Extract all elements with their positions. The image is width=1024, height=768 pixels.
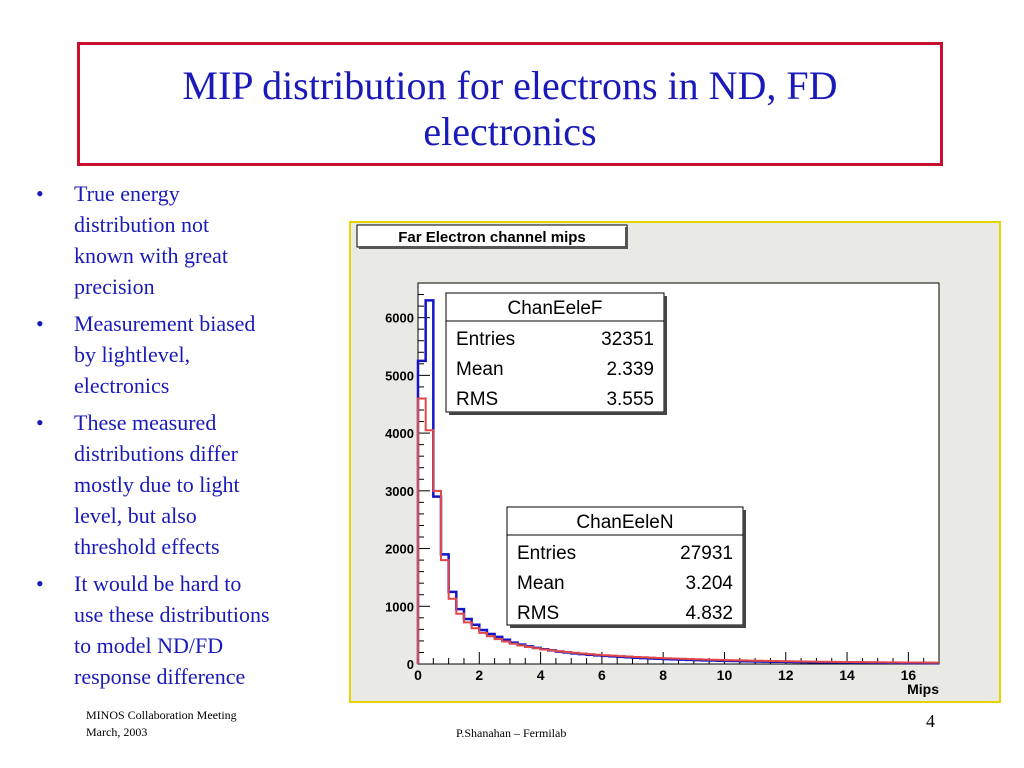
stats-name: ChanEeleN (576, 512, 673, 533)
stats-value: 32351 (601, 329, 654, 350)
bullet-dot-icon: • (36, 181, 44, 206)
x-tick-label: 0 (414, 667, 422, 683)
stats-label: Entries (456, 329, 515, 350)
bullet-line: These measured (74, 410, 217, 435)
y-tick-label: 4000 (385, 426, 414, 441)
x-tick-label: 10 (717, 667, 733, 683)
stats-label: Mean (456, 359, 504, 380)
stats-box-shadow (510, 625, 746, 628)
histogram-chaneelen (417, 397, 939, 664)
y-tick-label: 1000 (385, 599, 414, 614)
bullet-line: True energy (74, 181, 180, 206)
x-tick-label: 4 (537, 667, 545, 683)
stats-label: RMS (456, 389, 498, 410)
stats-box-shadow (743, 510, 746, 628)
slide-title-line2: electronics (423, 109, 597, 154)
x-tick-label: 16 (901, 667, 917, 683)
y-tick-label: 0 (407, 657, 414, 672)
stats-box-shadow (449, 412, 667, 415)
bullet-line: precision (74, 274, 155, 299)
histogram-plot: Far Electron channel mips010002000300040… (356, 224, 940, 697)
footer-author: P.Shanahan – Fermilab (456, 726, 567, 740)
stats-value: 2.339 (606, 359, 654, 380)
slide-title-line1: MIP distribution for electrons in ND, FD (182, 63, 838, 108)
bullet-dot-icon: • (36, 311, 44, 336)
bullet-dot-icon: • (36, 571, 44, 596)
bullet-line: It would be hard to (74, 571, 242, 596)
stats-label: Mean (517, 573, 565, 594)
bullet-dot-icon: • (36, 410, 44, 435)
bullet-list: • True energy distribution not known with g… (34, 178, 334, 698)
chart-title-shadow (625, 227, 628, 249)
y-tick-label: 5000 (385, 368, 414, 383)
stats-box-shadow (664, 296, 667, 415)
x-tick-label: 14 (839, 667, 855, 683)
y-tick-label: 3000 (385, 484, 414, 499)
bullet-line: known with great (74, 243, 228, 268)
bullet-line: use these distributions (74, 602, 270, 627)
stats-label: Entries (517, 543, 576, 564)
stats-value: 3.204 (685, 573, 733, 594)
x-tick-label: 2 (475, 667, 483, 683)
bullet-line: Measurement biased (74, 311, 256, 336)
bullet-line: to model ND/FD (74, 633, 224, 658)
chart-title: Far Electron channel mips (398, 229, 586, 246)
histogram-canvas: Far Electron channel mips 0 1000 2000 3000 40… (349, 221, 1001, 703)
page-number: 4 (926, 711, 935, 731)
slide-title: MIP distribution for electrons in ND, FD… (80, 63, 940, 155)
stats-label: RMS (517, 603, 559, 624)
x-tick-label: 6 (598, 667, 606, 683)
bullet-line: threshold effects (74, 534, 220, 559)
y-tick-label: 2000 (385, 542, 414, 557)
bullet-item: • True energy distribution not known with g… (34, 178, 334, 302)
y-tick-label: 6000 (385, 311, 414, 326)
bullet-line: mostly due to light (74, 472, 240, 497)
stats-box (445, 292, 665, 413)
title-box: MIP distribution for electrons in ND, FD… (77, 42, 943, 166)
stats-value: 27931 (680, 543, 733, 564)
bullet-line: by lightlevel, (74, 342, 191, 367)
bullet-line: distributions differ (74, 441, 238, 466)
bullet-line: electronics (74, 373, 170, 398)
bullet-item: • It would be hard to use these distributi… (34, 568, 334, 692)
x-axis-label: Mips (907, 681, 939, 697)
x-tick-label: 8 (659, 667, 667, 683)
stats-value: 4.832 (685, 603, 733, 624)
bullet-line: distribution not (74, 212, 210, 237)
bullet-item: • These measured distributions differ mostl… (34, 407, 334, 562)
x-tick-label: 12 (778, 667, 794, 683)
chart-title-shadow (359, 246, 628, 249)
stats-name: ChanEeleF (507, 298, 602, 319)
footer-left: MINOS Collaboration Meeting March, 2003 (86, 707, 237, 741)
bullet-line: level, but also (74, 503, 197, 528)
stats-value: 3.555 (606, 389, 654, 410)
stats-box (506, 506, 744, 626)
bullet-item: • Measurement biased by lightlevel, electro… (34, 308, 334, 401)
footer-meeting: MINOS Collaboration Meeting (86, 708, 237, 722)
bullet-line: response difference (74, 664, 246, 689)
footer-date: March, 2003 (86, 725, 148, 739)
